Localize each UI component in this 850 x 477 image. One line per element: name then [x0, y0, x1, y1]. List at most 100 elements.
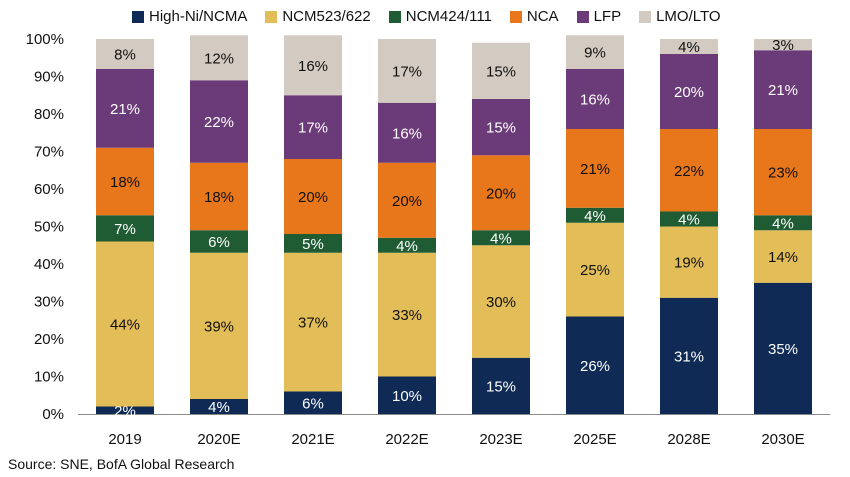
legend-item-ncm424-111: NCM424/111 — [388, 8, 492, 25]
legend-label: NCM523/622 — [282, 8, 371, 25]
bar-segment — [96, 39, 154, 69]
bar-segment — [378, 102, 436, 163]
bar-segment — [754, 39, 812, 51]
bar-segment — [378, 39, 436, 103]
bar-segment — [754, 129, 812, 216]
bar-segment — [190, 252, 248, 399]
x-tick-label: 2030E — [761, 431, 804, 448]
data-label: 17% — [298, 120, 328, 137]
bar-segment — [754, 282, 812, 414]
legend-swatch — [509, 10, 522, 23]
bar-segment — [566, 207, 624, 223]
legend-label: NCM424/111 — [405, 8, 492, 25]
data-label: 7% — [114, 221, 136, 238]
data-label: 5% — [302, 236, 324, 253]
data-label: 15% — [486, 63, 516, 80]
data-label: 20% — [674, 84, 704, 101]
data-label: 4% — [678, 212, 700, 229]
data-label: 20% — [486, 185, 516, 202]
bar-segment — [472, 230, 530, 246]
x-tick-label: 2020E — [197, 431, 240, 448]
data-label: 16% — [298, 58, 328, 75]
data-label: 4% — [208, 399, 230, 416]
data-label: 16% — [580, 92, 610, 109]
x-tick-label: 2022E — [385, 431, 428, 448]
x-tick-label: 2025E — [573, 431, 616, 448]
bar-segment — [566, 69, 624, 129]
bar-segment — [472, 245, 530, 358]
bar-segment — [284, 391, 342, 414]
y-tick-label: 10% — [34, 369, 64, 386]
data-label: 4% — [490, 230, 512, 247]
bar-segment — [96, 215, 154, 242]
bar-segment — [660, 297, 718, 414]
data-label: 18% — [110, 174, 140, 191]
data-label: 4% — [678, 39, 700, 56]
bar-segment — [754, 230, 812, 283]
bar-segment — [566, 35, 624, 69]
bar-segment — [378, 162, 436, 238]
bar-segment — [284, 234, 342, 253]
legend-item-nca: NCA — [509, 8, 559, 25]
data-label: 6% — [208, 234, 230, 251]
bar-segment — [190, 80, 248, 163]
legend-swatch — [132, 10, 144, 23]
y-tick-label: 40% — [34, 256, 64, 273]
bar-segment — [566, 222, 624, 317]
bar-segment — [472, 357, 530, 414]
y-tick-label: 70% — [34, 144, 64, 161]
data-label: 21% — [110, 101, 140, 118]
bar-segment — [284, 252, 342, 392]
data-label: 4% — [772, 215, 794, 232]
data-label: 22% — [204, 114, 234, 131]
bar-segment — [284, 159, 342, 234]
legend-swatch — [388, 10, 401, 23]
bar-segment — [566, 316, 624, 414]
data-label: 20% — [392, 193, 422, 210]
data-label: 9% — [584, 45, 606, 62]
legend-label: LFP — [593, 8, 622, 25]
bar-segment — [284, 95, 342, 159]
bar-segment — [96, 241, 154, 407]
bar-segment — [660, 54, 718, 129]
bar-segment — [660, 129, 718, 212]
legend-item-lmo-lto: LMO/LTO — [639, 8, 721, 25]
y-tick-label: 0% — [42, 406, 64, 423]
y-tick-label: 90% — [34, 69, 64, 86]
bar-segment — [96, 147, 154, 216]
y-tick-label: 60% — [34, 181, 64, 198]
x-tick-label: 2021E — [291, 431, 334, 448]
bar-segment — [284, 35, 342, 96]
bar-segment — [190, 162, 248, 231]
bar-segment — [754, 50, 812, 129]
legend-swatch — [576, 10, 589, 23]
data-label: 4% — [584, 208, 606, 225]
bar-segment — [660, 226, 718, 298]
bar-segment — [96, 69, 154, 148]
data-label: 21% — [580, 161, 610, 178]
bar-segment — [378, 237, 436, 253]
legend-label: LMO/LTO — [656, 8, 721, 25]
data-label: 44% — [110, 317, 140, 334]
data-label: 16% — [392, 125, 422, 142]
data-label: 19% — [674, 255, 704, 272]
bar-segment — [566, 129, 624, 208]
data-label: 31% — [674, 348, 704, 365]
bar-segment — [378, 376, 436, 414]
bar-segment — [660, 211, 718, 227]
data-label: 10% — [392, 388, 422, 405]
y-tick-label: 80% — [34, 106, 64, 123]
y-tick-label: 100% — [26, 31, 64, 48]
bar-segment — [660, 39, 718, 54]
data-label: 12% — [204, 50, 234, 67]
legend-swatch — [265, 10, 278, 23]
legend-item-ncm523-622: NCM523/622 — [265, 8, 371, 25]
bar-segment — [190, 399, 248, 414]
bar-segment — [754, 215, 812, 231]
bar-segment — [378, 252, 436, 377]
data-label: 18% — [204, 189, 234, 206]
data-label: 8% — [114, 47, 136, 64]
legend-swatch — [639, 10, 652, 23]
y-tick-label: 20% — [34, 331, 64, 348]
chart-legend: High-Ni/NCMA NCM523/622 NCM424/111 NCA L… — [132, 8, 721, 25]
